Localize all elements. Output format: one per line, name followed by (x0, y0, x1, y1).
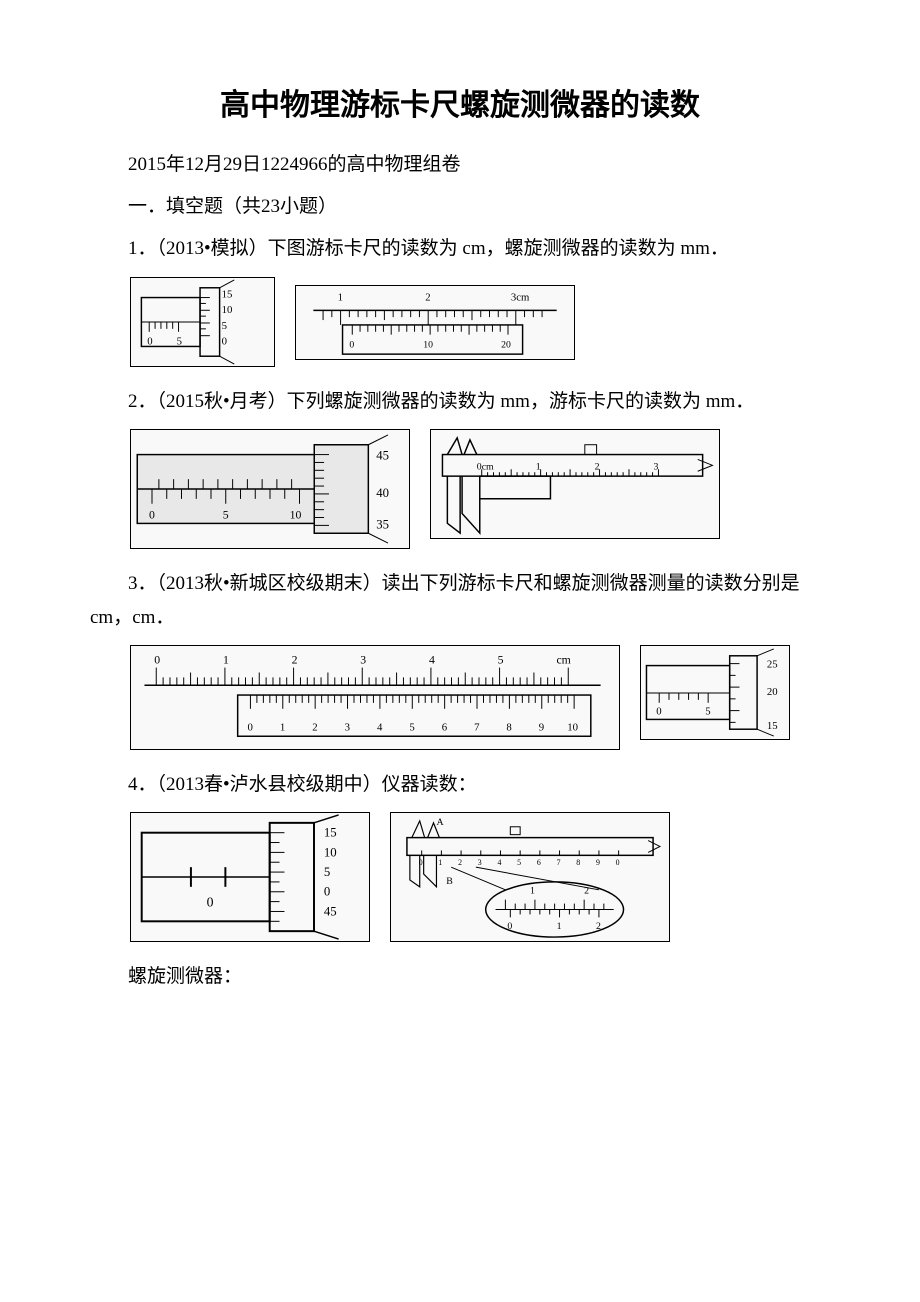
thimble-label: 0 (324, 885, 330, 899)
scale-label: 0 (207, 895, 214, 910)
question-4-label: 螺旋测微器： (90, 960, 830, 994)
thimble-label: 5 (222, 319, 227, 331)
q2-micrometer-figure: 0 5 10 45 40 35 (130, 429, 410, 549)
vernier-label: 8 (506, 721, 511, 733)
scale-label: 8 (576, 858, 580, 867)
thimble-label: 15 (222, 288, 233, 300)
scale-label: 4 (498, 858, 502, 867)
section-header: 一．填空题（共23小题） (90, 190, 830, 224)
scale-label: 0 (149, 507, 155, 521)
thimble-label: 20 (767, 686, 778, 698)
scale-label: 0 (616, 858, 620, 867)
scale-label: 6 (537, 858, 541, 867)
question-3-figures: 0 1 2 3 4 5 cm 0 1 2 3 4 5 6 7 8 9 10 (130, 645, 830, 750)
scale-label: 5 (177, 335, 182, 347)
q3-micrometer-figure: 0 5 25 20 15 (640, 645, 790, 740)
main-scale-ticks (323, 310, 542, 325)
vernier-label: 2 (312, 721, 317, 733)
vernier-ticks (250, 695, 574, 709)
scale-label: 2 (425, 291, 430, 303)
vernier-label: 1 (280, 721, 285, 733)
q1-vernier-figure: 1 2 3cm (295, 285, 575, 360)
scale-label: 5 (498, 654, 504, 667)
vernier-label: 0 (247, 721, 252, 733)
scale-label: 0cm (477, 461, 494, 472)
question-3-text: 3．（2013秋•新城区校级期末）读出下列游标卡尺和螺旋测微器测量的读数分别是 … (90, 567, 830, 635)
scale-label: 5 (517, 858, 521, 867)
zoom-label: 2 (596, 921, 601, 932)
scale-label: 4 (429, 654, 435, 667)
thimble-label: 45 (376, 448, 389, 462)
question-2-text: 2．（2015秋•月考）下列螺旋测微器的读数为 mm，游标卡尺的读数为 mm． (90, 385, 830, 419)
scale-label: 0 (147, 335, 152, 347)
thimble-label: 45 (324, 905, 337, 919)
zoom-label: 2 (584, 886, 589, 897)
scale-label: 1 (536, 461, 541, 472)
subtitle: 2015年12月29日1224966的高中物理组卷 (90, 148, 830, 182)
scale-label: 10 (290, 507, 302, 521)
vernier-label: 20 (501, 339, 511, 350)
scale-label: 3cm (511, 291, 530, 303)
part-label: B (446, 876, 453, 887)
scale-label: 3 (478, 858, 482, 867)
zoom-ticks (505, 900, 603, 918)
scale-label: 1 (338, 291, 343, 303)
thimble-label: 10 (324, 846, 337, 860)
scale-label: 7 (557, 858, 561, 867)
scale-label: 2 (292, 654, 298, 667)
thimble-label: 40 (376, 486, 389, 500)
vernier-label: 3 (345, 721, 350, 733)
q2-caliper-figure: 0cm 1 2 3 (430, 429, 720, 539)
scale-label: 5 (223, 507, 229, 521)
thimble-ticks (270, 833, 285, 922)
q3-vernier-figure: 0 1 2 3 4 5 cm 0 1 2 3 4 5 6 7 8 9 10 (130, 645, 620, 750)
small-ticks (422, 851, 619, 856)
vernier-ticks (352, 324, 508, 334)
zoom-label: 1 (530, 886, 535, 897)
zoom-label: 0 (507, 921, 512, 932)
q4-caliper-figure: A 0 1 2 3 4 5 6 7 8 9 0 B (390, 812, 670, 942)
vernier-label: 10 (423, 339, 433, 350)
thimble-label: 25 (767, 659, 778, 671)
thimble-label: 10 (222, 304, 233, 316)
part-label: A (436, 817, 444, 828)
q1-micrometer-figure: 0 5 15 10 5 0 (130, 277, 275, 367)
question-4-text: 4．（2013春•泸水县校级期中）仪器读数： (90, 768, 830, 802)
scale-label: 1 (223, 654, 229, 667)
vernier-label: 9 (539, 721, 544, 733)
main-ticks (156, 668, 568, 686)
scale-label: 1 (438, 858, 442, 867)
ruler-ticks (482, 469, 659, 476)
question-2-figures: 0 5 10 45 40 35 0cm 1 2 3 (130, 429, 830, 549)
scale-label: 0 (656, 706, 661, 718)
scale-label: 3 (654, 461, 659, 472)
scale-label: cm (556, 654, 570, 667)
question-1-figures: 0 5 15 10 5 0 1 2 3cm (130, 277, 830, 367)
q4-micrometer-figure: 0 15 10 5 0 45 (130, 812, 370, 942)
question-4-figures: 0 15 10 5 0 45 A (130, 812, 830, 942)
thimble-label: 15 (324, 826, 337, 840)
scale-label: 0 (154, 654, 160, 667)
thimble-label: 15 (767, 720, 778, 732)
thimble-label: 5 (324, 865, 330, 879)
vernier-label: 5 (409, 721, 414, 733)
question-1-text: 1．（2013•模拟）下图游标卡尺的读数为 cm，螺旋测微器的读数为 mm． (90, 232, 830, 266)
scale-label: 5 (705, 706, 710, 718)
scale-label: 3 (360, 654, 366, 667)
thimble-label: 0 (222, 335, 227, 347)
document-title: 高中物理游标卡尺螺旋测微器的读数 (90, 80, 830, 124)
thimble-label: 35 (376, 517, 389, 531)
vernier-label: 0 (349, 339, 354, 350)
scale-label: 9 (596, 858, 600, 867)
vernier-label: 7 (474, 721, 480, 733)
scale-label: 2 (595, 461, 600, 472)
zoom-label: 1 (557, 921, 562, 932)
vernier-label: 6 (442, 721, 448, 733)
vernier-label: 10 (567, 721, 578, 733)
vernier-label: 4 (377, 721, 383, 733)
scale-label: 2 (458, 858, 462, 867)
